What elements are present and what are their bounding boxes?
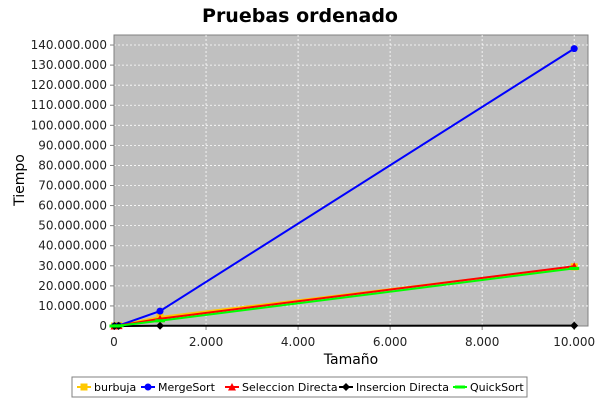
data-point [569,267,579,270]
y-tick-label: 110.000.000 [31,98,107,112]
y-tick-label: 50.000.000 [38,219,107,233]
x-axis-label: Tamaño [323,352,378,368]
legend-label: QuickSort [470,381,524,394]
y-tick-label: 40.000.000 [38,239,107,253]
y-tick-label: 70.000.000 [38,179,107,193]
y-tick-label: 20.000.000 [38,279,107,293]
x-axis: 0 2.000 4.000 6.000 8.000 10.000 [110,326,595,349]
x-tick-label: 6.000 [373,335,407,349]
legend-marker [455,386,465,389]
plot-area [114,35,588,326]
data-point [157,308,164,315]
legend-marker [81,384,88,391]
y-tick-label: 30.000.000 [38,259,107,273]
x-tick-label: 2.000 [189,335,223,349]
y-tick-label: 100.000.000 [31,118,107,132]
y-tick-label: 140.000.000 [31,38,107,52]
x-tick-label: 0 [110,335,118,349]
legend-item: Seleccion Directa [225,381,338,394]
legend-label: Seleccion Directa [242,381,338,394]
y-tick-label: 10.000.000 [38,299,107,313]
data-point [571,45,578,52]
data-point [155,319,165,322]
x-tick-label: 8.000 [465,335,499,349]
y-axis: 0 10.000.000 20.000.000 30.000.000 40.000.00… [31,35,114,333]
legend-label: burbuja [94,381,136,394]
legend-item: Insercion Directa [339,381,449,394]
y-tick-label: 120.000.000 [31,78,107,92]
y-tick-label: 60.000.000 [38,199,107,213]
y-tick-label: 90.000.000 [38,138,107,152]
legend-marker [145,384,152,391]
x-tick-label: 10.000 [553,335,595,349]
x-tick-label: 4.000 [281,335,315,349]
y-tick-label: 0 [99,319,107,333]
y-tick-label: 80.000.000 [38,158,107,172]
data-point [114,324,124,327]
legend-label: MergeSort [158,381,216,394]
y-tick-label: 130.000.000 [31,58,107,72]
legend-label: Insercion Directa [356,381,449,394]
chart-title: Pruebas ordenado [202,5,398,27]
y-axis-label: Tiempo [12,154,28,207]
